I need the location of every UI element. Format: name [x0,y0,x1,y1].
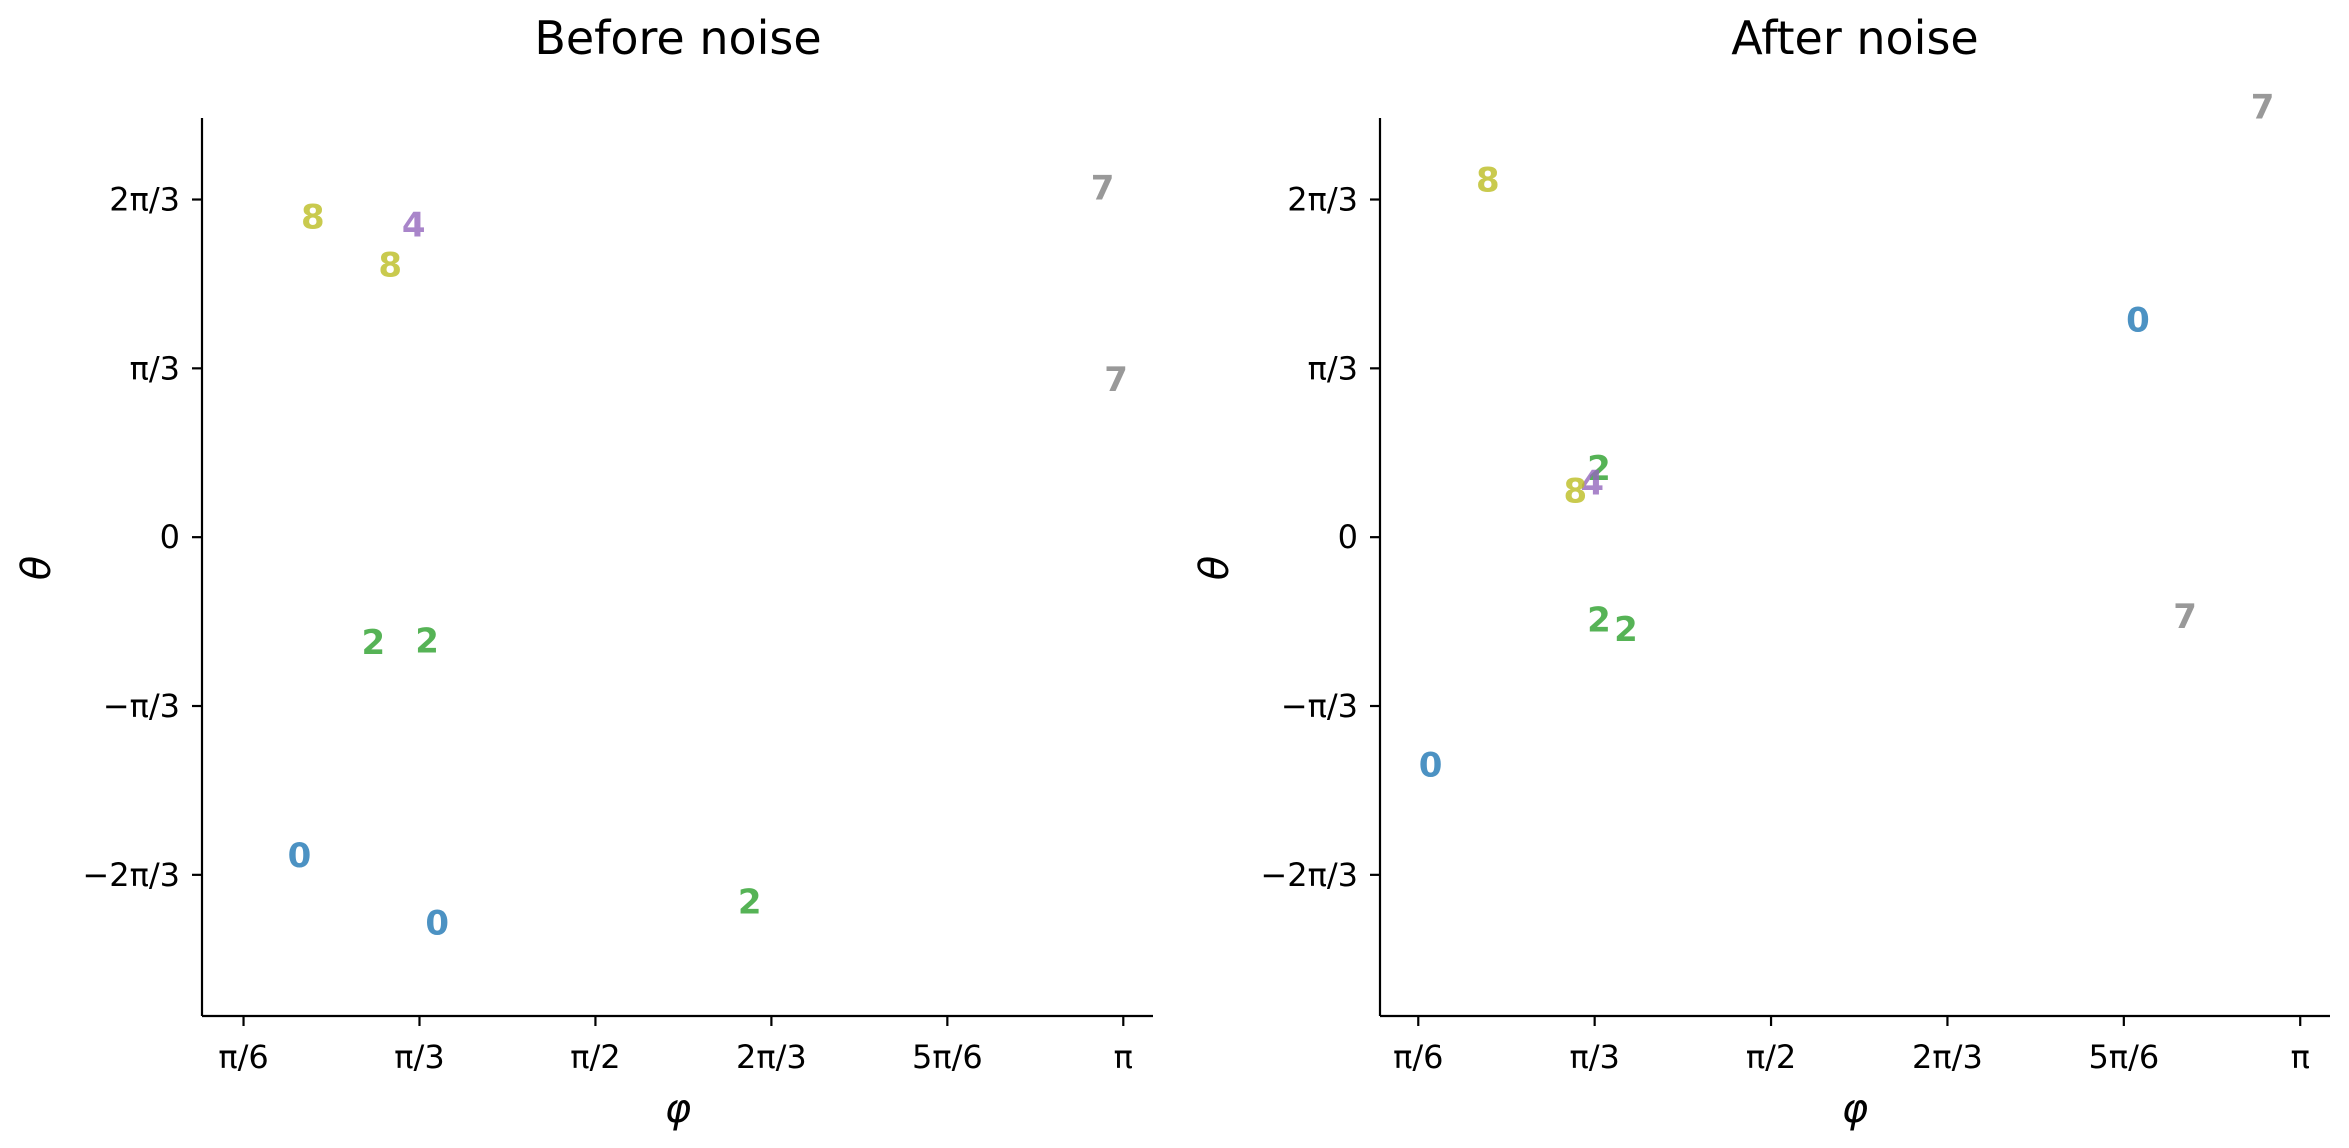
panel-after-noise: After noise φ θ π/6 π/3 π/2 2π/3 5π/6 π−2π/3−… [1192,11,2330,1132]
y-tick-label: −π/3 [1281,687,1358,725]
data-point: 4 [1580,463,1604,503]
y-axis-label: θ [14,556,60,580]
x-tick-label: π/6 [1393,1038,1443,1076]
ticks: π/6 π/3 π/2 2π/3 5π/6 π −2π/3 −π/3 0 π/3 2π/3 [82,181,1133,1076]
chart-title: After noise [1731,11,1978,65]
data-point: 2 [1614,610,1638,650]
y-tick-label: π/3 [1308,349,1358,387]
x-tick-label: 2π/3 [1912,1038,1983,1076]
data-point: 4 [402,205,426,245]
y-tick-label: −2π/3 [1260,856,1358,894]
data-point: 0 [2126,301,2150,341]
x-axis-label: φ [665,1086,691,1132]
x-tick-label: π/2 [1746,1038,1796,1076]
data-point: 2 [1587,449,1611,489]
y-axis-label: θ [1192,556,1238,580]
x-axis-label: φ [1842,1086,1868,1132]
x-tick-label: 5π/6 [2088,1038,2159,1076]
data-point: 2 [1587,600,1611,640]
x-tick-label: π/3 [394,1038,444,1076]
data-point: 8 [1476,160,1500,200]
y-tick-label: 0 [1338,518,1358,556]
y-tick-label: 0 [160,518,180,556]
data-point: 7 [1091,168,1115,208]
x-tick-label: 5π/6 [912,1038,983,1076]
y-tick-label: −2π/3 [82,856,180,894]
y-tick-label: 2π/3 [109,181,180,219]
x-tick-label: π/3 [1569,1038,1619,1076]
data-point: 0 [288,836,312,876]
y-tick-label: −π/3 [103,687,180,725]
data-point: 7 [2173,597,2197,637]
data-point: 2 [738,883,762,923]
x-tick-label: 2π/3 [736,1038,807,1076]
x-tick-label: π [2291,1038,2310,1076]
y-tick-label: π/3 [130,349,180,387]
x-tick-label: π/2 [570,1038,620,1076]
data-point: 2 [362,623,386,663]
x-tick-label: π/6 [218,1038,268,1076]
data-point: 8 [378,246,402,286]
data-point: 8 [1564,471,1588,511]
chart-title: Before noise [534,11,821,65]
y-tick-label: 2π/3 [1287,181,1358,219]
x-tick-label: π [1114,1038,1133,1076]
data-point: 0 [425,903,449,943]
data-point: 2 [415,621,439,661]
panel-before-noise: Before noise φ θ π/6 π/3 π/2 2π/3 5π/6 π−2π/3… [14,11,1153,1132]
data-point: 0 [1419,745,1443,785]
ticks: π/6 π/3 π/2 2π/3 5π/6 π −2π/3 −π/3 0 π/3 2π/3 [1260,181,2309,1076]
data-point: 7 [2251,88,2275,128]
data-point: 7 [1104,360,1128,400]
data-point: 8 [301,197,325,237]
